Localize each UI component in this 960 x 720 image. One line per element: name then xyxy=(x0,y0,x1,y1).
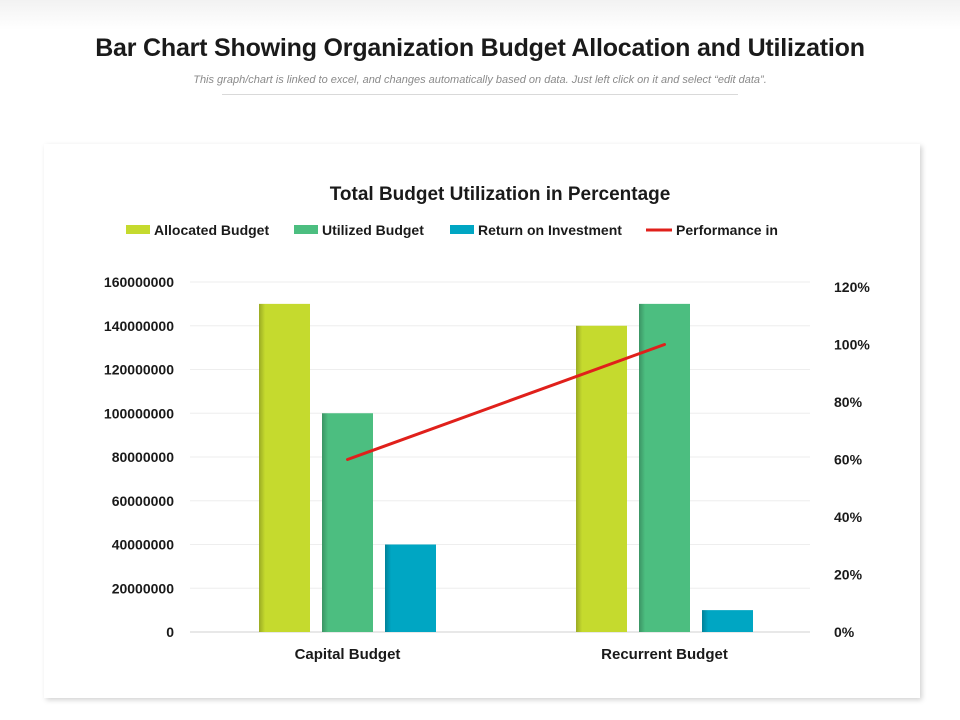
category-label-capital-budget: Capital Budget xyxy=(295,646,401,663)
legend-label-allocated-budget: Allocated Budget xyxy=(154,222,269,238)
slide-subtitle: This graph/chart is linked to excel, and… xyxy=(193,74,767,86)
legend-label-utilized-budget: Utilized Budget xyxy=(322,222,424,238)
slide-title: Bar Chart Showing Organization Budget Al… xyxy=(95,34,865,62)
legend-label-performance-in: Performance in xyxy=(676,222,778,238)
legend-swatch-allocated-budget xyxy=(126,225,150,234)
bar-allocated-budget-capital-budget[interactable] xyxy=(259,303,310,632)
right-axis-tick-label: 100% xyxy=(834,337,870,353)
left-axis-tick-label: 20000000 xyxy=(112,580,175,596)
left-axis-tick-label: 100000000 xyxy=(104,405,174,421)
line-series xyxy=(346,343,666,461)
chart-card[interactable] xyxy=(44,144,920,698)
legend-swatch-return-on-investment xyxy=(450,225,474,234)
left-axis-tick-label: 60000000 xyxy=(112,493,175,509)
top-shade xyxy=(0,0,960,30)
bar-utilized-budget-capital-budget[interactable] xyxy=(322,413,373,632)
legend-label-return-on-investment: Return on Investment xyxy=(478,222,622,238)
bar-series xyxy=(259,303,753,633)
bar-allocated-budget-recurrent-budget[interactable] xyxy=(576,325,627,632)
left-axis-tick-label: 80000000 xyxy=(112,449,175,465)
subtitle-divider xyxy=(222,94,738,95)
legend-swatch-utilized-budget xyxy=(294,225,318,234)
category-labels: Capital Budget Recurrent Budget xyxy=(295,646,728,663)
left-axis-tick-label: 160000000 xyxy=(104,274,174,290)
right-axis-tick-label: 120% xyxy=(834,279,870,295)
chart-legend: Allocated Budget Utilized Budget Return on… xyxy=(126,222,778,238)
right-axis-tick-label: 0% xyxy=(834,624,855,640)
bar-return-on-investment-capital-budget[interactable] xyxy=(385,544,436,633)
chart-title: Total Budget Utilization in Percentage xyxy=(330,184,671,205)
line-performance-in[interactable] xyxy=(346,343,666,461)
bar-return-on-investment-recurrent-budget[interactable] xyxy=(702,610,753,632)
left-axis-labels: 0 20000000 40000000 60000000 80000000 1000000… xyxy=(104,274,174,640)
right-axis-tick-label: 40% xyxy=(834,509,863,525)
right-axis-tick-label: 20% xyxy=(834,567,863,583)
left-axis-tick-label: 140000000 xyxy=(104,318,174,334)
left-axis-tick-label: 40000000 xyxy=(112,537,175,553)
right-axis-tick-label: 80% xyxy=(834,394,863,410)
left-axis-tick-label: 0 xyxy=(166,624,174,640)
left-axis-tick-label: 120000000 xyxy=(104,362,174,378)
category-label-recurrent-budget: Recurrent Budget xyxy=(601,646,728,663)
right-axis-labels: 0% 20% 40% 60% 80% 100% 120% xyxy=(834,279,870,640)
bar-utilized-budget-recurrent-budget[interactable] xyxy=(639,303,690,632)
right-axis-tick-label: 60% xyxy=(834,452,863,468)
